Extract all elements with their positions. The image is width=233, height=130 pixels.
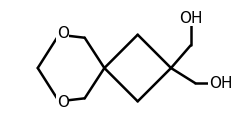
Text: O: O	[57, 26, 69, 41]
Text: O: O	[57, 95, 69, 110]
Text: OH: OH	[209, 76, 233, 91]
Text: OH: OH	[179, 11, 202, 26]
